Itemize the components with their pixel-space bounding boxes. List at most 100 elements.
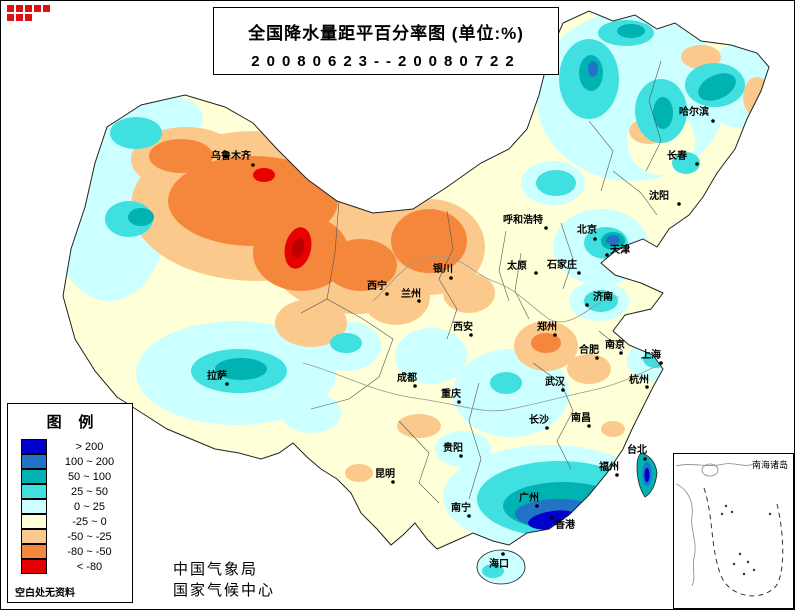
city-dot <box>561 388 565 392</box>
city-dot <box>535 504 539 508</box>
city-marker: 哈尔滨 <box>679 105 715 123</box>
city-marker: 石家庄 <box>546 258 581 275</box>
city-name: 昆明 <box>375 468 395 480</box>
city-name: 乌鲁木齐 <box>211 149 252 162</box>
legend-swatch <box>21 484 47 499</box>
city-dot <box>534 271 538 275</box>
city-marker: 沈阳 <box>649 189 681 206</box>
city-marker: 银川 <box>433 262 453 280</box>
city-marker: 合肥 <box>578 343 599 360</box>
city-dot <box>677 202 681 206</box>
city-name: 石家庄 <box>546 258 577 271</box>
city-name: 郑州 <box>537 320 557 333</box>
legend-swatch <box>21 559 47 574</box>
legend-label: 0 ~ 25 <box>74 501 105 513</box>
legend-swatch <box>21 544 47 559</box>
city-dot <box>595 356 599 360</box>
city-name: 南昌 <box>571 411 591 424</box>
legend-item: 50 ~ 100 <box>21 469 132 485</box>
city-marker: 太原 <box>506 259 538 275</box>
credit-org-2: 国家气候中心 <box>173 582 276 599</box>
legend-label: -80 ~ -50 <box>67 546 112 558</box>
city-marker: 贵阳 <box>443 441 463 458</box>
national-border <box>62 10 770 550</box>
city-dot <box>615 473 619 477</box>
city-name: 拉萨 <box>207 369 227 382</box>
legend: 图 例 > 200 100 ~ 200 50 ~ 100 25 ~ 50 0 ~ 25 -… <box>7 403 133 603</box>
city-name: 合肥 <box>578 343 599 356</box>
city-dot <box>619 351 623 355</box>
city-dot <box>553 333 557 337</box>
legend-label: 50 ~ 100 <box>67 471 112 483</box>
city-name: 西宁 <box>367 279 387 292</box>
south-china-sea-inset: 南海诸岛 <box>673 453 794 609</box>
city-name: 成都 <box>397 371 417 384</box>
city-name: 南京 <box>605 338 625 351</box>
inset-map: 南海诸岛 <box>675 459 788 597</box>
city-dot <box>391 480 395 484</box>
legend-label: 25 ~ 50 <box>70 486 108 498</box>
legend-swatch <box>21 439 47 454</box>
legend-label: 100 ~ 200 <box>64 456 115 468</box>
city-name: 台北 <box>627 443 647 456</box>
city-marker: 拉萨 <box>207 369 229 386</box>
city-marker: 乌鲁木齐 <box>211 149 255 167</box>
city-dot <box>545 426 549 430</box>
city-marker: 杭州 <box>629 373 649 389</box>
city-marker: 南昌 <box>571 411 591 428</box>
city-dot <box>593 237 597 241</box>
city-marker: 福州 <box>598 460 619 477</box>
city-dot <box>457 400 461 404</box>
city-dot <box>585 303 589 307</box>
city-dot <box>413 384 417 388</box>
city-dot <box>467 514 471 518</box>
legend-swatch <box>21 499 47 514</box>
legend-item: 0 ~ 25 <box>21 499 132 515</box>
city-name: 济南 <box>593 290 613 303</box>
city-name: 银川 <box>433 262 453 275</box>
city-name: 哈尔滨 <box>679 105 709 118</box>
legend-label: > 200 <box>75 441 104 453</box>
city-marker: 上海 <box>641 348 663 365</box>
city-dot <box>225 382 229 386</box>
legend-item: 25 ~ 50 <box>21 484 132 500</box>
city-marker: 重庆 <box>441 387 461 404</box>
city-name: 西安 <box>453 320 473 333</box>
credit-org-1: 中国气象局 <box>173 561 259 578</box>
legend-item: -80 ~ -50 <box>21 544 132 560</box>
legend-swatch <box>21 454 47 469</box>
city-name: 武汉 <box>545 375 566 388</box>
legend-title: 图 例 <box>46 414 94 431</box>
credit-block: 中国气象局 国家气候中心 <box>173 559 275 601</box>
city-name: 兰州 <box>401 287 421 300</box>
city-marker: 西安 <box>453 320 473 337</box>
city-dot <box>469 333 473 337</box>
legend-swatch <box>21 469 47 484</box>
inset-label: 南海诸岛 <box>752 459 788 470</box>
inset-islands <box>720 504 772 576</box>
legend-item: 100 ~ 200 <box>21 454 132 470</box>
legend-item: -25 ~ 0 <box>21 514 132 530</box>
city-dot <box>385 292 389 296</box>
map-date-range: 20080623--20080722 <box>251 53 521 70</box>
inset-coastlines <box>675 463 755 587</box>
hainan-island <box>476 549 526 585</box>
city-marker: 南京 <box>605 338 625 355</box>
city-marker: 海口 <box>489 552 509 570</box>
legend-no-data-note: 空白处无资料 <box>15 588 75 599</box>
city-name: 北京 <box>577 223 597 236</box>
legend-swatch <box>21 514 47 529</box>
city-name: 沈阳 <box>649 189 669 202</box>
legend-items: > 200 100 ~ 200 50 ~ 100 25 ~ 50 0 ~ 25 -25 ~… <box>21 439 132 575</box>
city-name: 南宁 <box>451 501 471 514</box>
legend-label: -50 ~ -25 <box>67 531 112 543</box>
city-dot <box>501 552 505 556</box>
city-marker: 呼和浩特 <box>503 213 548 230</box>
red-stamp-row <box>7 5 50 12</box>
city-name: 福州 <box>598 460 619 473</box>
rivers <box>302 255 660 412</box>
city-marker: 武汉 <box>545 375 566 392</box>
city-name: 太原 <box>506 259 527 272</box>
